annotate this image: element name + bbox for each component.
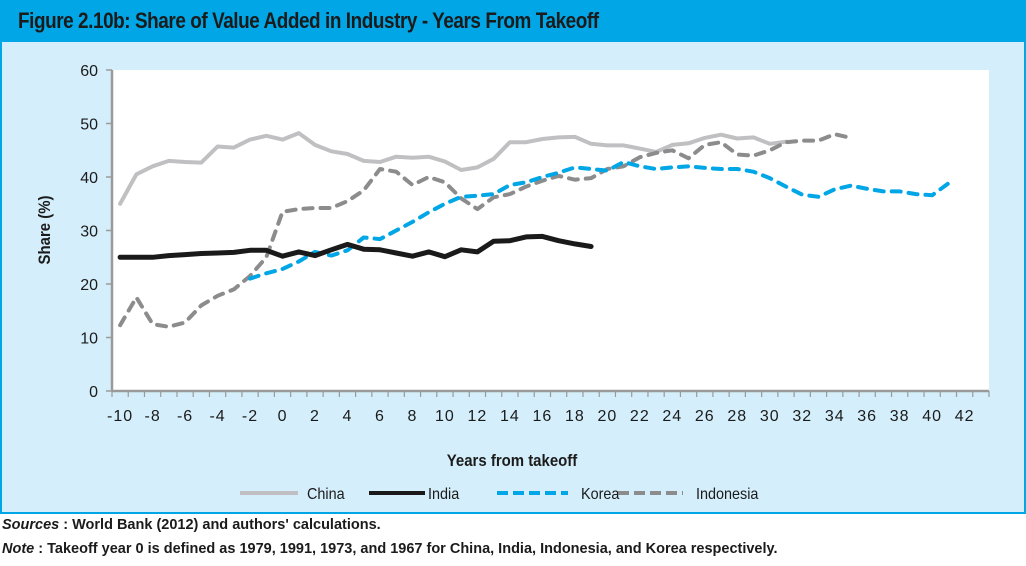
y-tick-label: 20 [80, 277, 98, 294]
figure-title: Figure 2.10b: Share of Value Added in In… [18, 8, 599, 33]
x-tick-label: 10 [435, 408, 455, 425]
x-axis-label: Years from takeoff [447, 452, 578, 470]
x-tick-label: 42 [955, 408, 975, 425]
x-tick-label: 26 [695, 408, 715, 425]
series-line-indonesia [118, 132, 853, 329]
x-tick-label: 32 [792, 408, 812, 425]
x-tick-label: 18 [565, 408, 585, 425]
x-tick-label: 20 [597, 408, 617, 425]
y-tick-label: 10 [80, 331, 98, 348]
sources-text: : World Bank (2012) and authors' calcula… [59, 517, 381, 533]
x-tick-label: 6 [375, 408, 385, 425]
x-tick-label: 30 [760, 408, 780, 425]
title-bar: Figure 2.10b: Share of Value Added in In… [2, 2, 1024, 42]
legend-label: India [428, 485, 460, 503]
x-tick-label: -8 [144, 408, 160, 425]
x-tick-label: -2 [242, 408, 258, 425]
sources-note: Sources : World Bank (2012) and authors'… [2, 517, 381, 533]
takeoff-note: Note : Takeoff year 0 is defined as 1979… [2, 541, 778, 557]
x-tick-label: 24 [662, 408, 682, 425]
x-tick-label: 0 [278, 408, 288, 425]
x-tick-label: 12 [468, 408, 488, 425]
x-tick-label: 34 [825, 408, 845, 425]
y-tick-label: 30 [80, 224, 98, 241]
x-tick-label: 8 [408, 408, 418, 425]
x-tick-label: 36 [857, 408, 877, 425]
x-tick-label: 14 [500, 408, 520, 425]
legend-item-indonesia: Indonesia [618, 485, 759, 503]
legend-item-india: India [369, 485, 460, 503]
y-tick-label: 50 [80, 117, 98, 134]
legend-label: Indonesia [696, 485, 759, 503]
y-tick-label: 40 [80, 170, 98, 187]
x-tick-label: -10 [107, 408, 133, 425]
x-tick-label: 28 [727, 408, 747, 425]
series-line-india [117, 233, 594, 260]
legend-label: Korea [581, 485, 620, 503]
legend-item-china: China [240, 485, 345, 503]
x-tick-label: 22 [630, 408, 650, 425]
y-tick-label: 0 [89, 384, 98, 401]
note-label: Note [2, 541, 35, 557]
series-line-korea [248, 160, 951, 281]
plot-area [112, 70, 989, 391]
x-tick-label: -6 [177, 408, 193, 425]
x-tick-label: 2 [310, 408, 320, 425]
y-tick-label: 60 [80, 63, 98, 80]
x-tick-label: -4 [209, 408, 225, 425]
legend-item-korea: Korea [497, 485, 620, 503]
series-line-china [118, 131, 788, 206]
x-tick-label: 4 [343, 408, 353, 425]
x-tick-label: 40 [922, 408, 942, 425]
sources-label: Sources [2, 517, 60, 533]
legend-label: China [307, 485, 345, 503]
note-text: : Takeoff year 0 is defined as 1979, 199… [34, 541, 778, 557]
y-axis-label: Share (%) [36, 196, 54, 265]
x-tick-label: 38 [890, 408, 910, 425]
x-tick-label: 16 [532, 408, 552, 425]
